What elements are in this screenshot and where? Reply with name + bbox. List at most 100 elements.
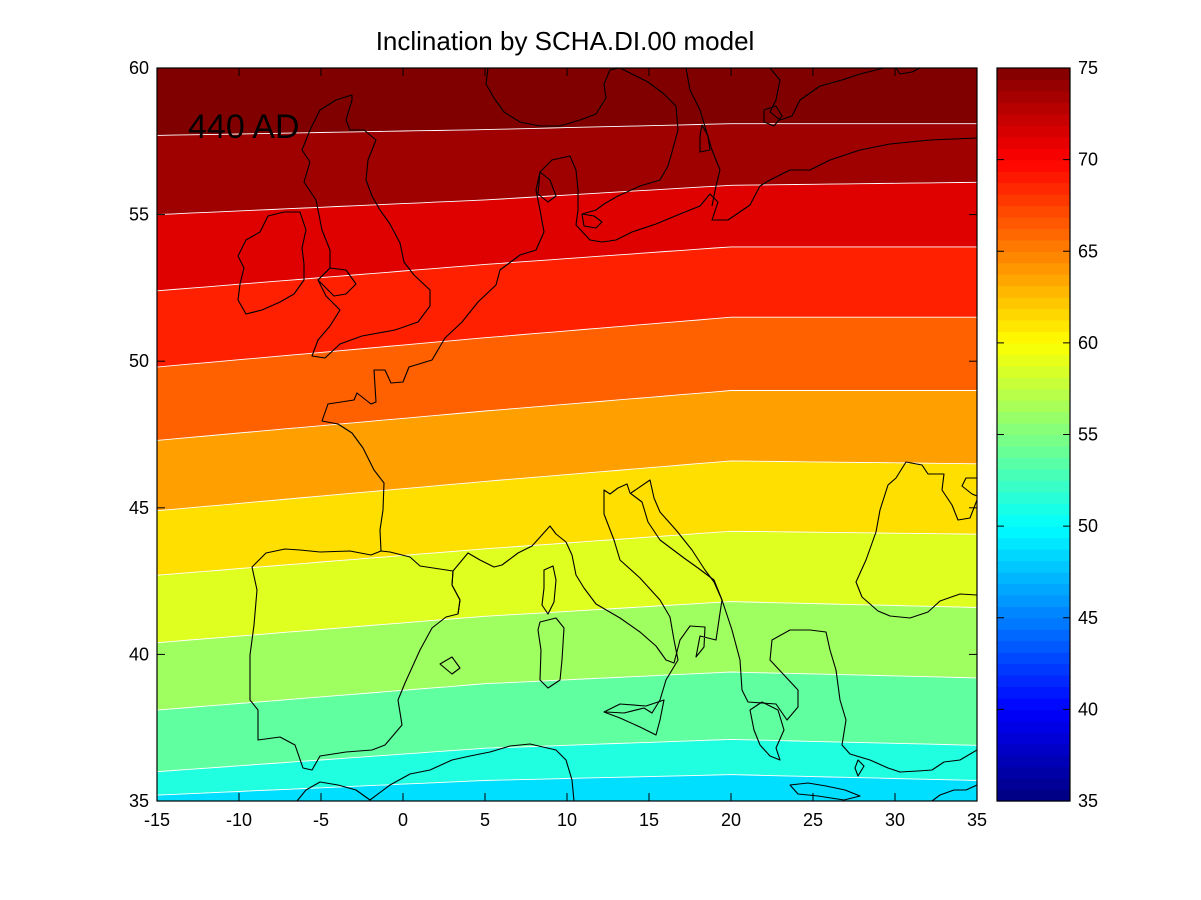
colorbar-band <box>997 159 1070 172</box>
coastline-scandinavia <box>485 68 679 215</box>
colorbar-band <box>997 594 1070 607</box>
coastline-peloponnese <box>749 701 785 761</box>
colorbar-band <box>997 514 1070 527</box>
colorbar-band <box>997 205 1070 218</box>
coastline-north-africa <box>296 743 575 801</box>
colorbar-band <box>997 583 1070 596</box>
colorbar-band <box>997 297 1070 310</box>
colorbar-band <box>997 675 1070 688</box>
coastline-med-north <box>451 525 723 664</box>
contour-line <box>157 671 977 711</box>
y-tick-label: 55 <box>129 205 149 225</box>
x-tick-label: 20 <box>721 810 741 830</box>
contour-line <box>157 123 977 136</box>
colorbar-band <box>997 697 1070 710</box>
colorbar-band <box>997 171 1070 184</box>
colorbar-band <box>997 102 1070 115</box>
colorbar-band <box>997 423 1070 436</box>
colorbar-band <box>997 789 1070 802</box>
coastline-france <box>321 284 497 552</box>
colorbar-band <box>997 663 1070 676</box>
colorbar-band <box>997 228 1070 241</box>
colorbar-band <box>997 125 1070 138</box>
colorbar-band <box>997 537 1070 550</box>
colorbar-band <box>997 411 1070 424</box>
colorbar-tick-label: 55 <box>1078 425 1098 445</box>
contour-line <box>157 390 977 441</box>
colorbar-band <box>997 709 1070 722</box>
coastline-wales <box>317 267 357 297</box>
colorbar-band <box>997 193 1070 207</box>
colorbar-tick-label: 45 <box>1078 608 1098 628</box>
colorbar-band <box>997 560 1070 573</box>
coastline-baltic-north <box>769 68 885 121</box>
x-axis: -15 -10 -5 0 5 10 15 20 25 30 35 <box>144 68 987 830</box>
colorbar-band <box>997 755 1070 768</box>
x-tick-label: 15 <box>639 810 659 830</box>
colorbar-band <box>997 686 1070 699</box>
colorbar-bands <box>997 68 1070 802</box>
colorbar-band <box>997 354 1070 367</box>
y-tick-label: 35 <box>129 791 149 811</box>
colorbar-band <box>997 629 1070 642</box>
colorbar-band <box>997 491 1070 504</box>
colorbar-band <box>997 720 1070 733</box>
coastline-crete <box>789 782 861 801</box>
colorbar-band <box>997 640 1070 653</box>
x-tick-label: 25 <box>803 810 823 830</box>
colorbar-band <box>997 79 1070 92</box>
colorbar-band <box>997 778 1070 791</box>
coastline-ireland <box>237 211 307 315</box>
contour-lines <box>157 123 977 796</box>
colorbar-band <box>997 136 1070 149</box>
coastline-crimea <box>961 477 977 497</box>
colorbar-band <box>997 68 1070 81</box>
coastline-gotland <box>699 124 711 153</box>
contour-line <box>157 601 977 644</box>
inclination-bands <box>157 68 977 801</box>
x-tick-label: -5 <box>313 810 329 830</box>
colorbar-band <box>997 766 1070 779</box>
colorbar-band <box>997 468 1070 481</box>
colorbar-tick-label: 75 <box>1078 58 1098 78</box>
coastline-aegean-island <box>854 759 865 777</box>
y-axis: 35 40 45 50 55 60 <box>129 58 977 811</box>
coastline-baltic-islands <box>763 105 783 127</box>
x-tick-label: 5 <box>480 810 490 830</box>
colorbar-tick-label: 40 <box>1078 699 1098 719</box>
y-tick-label: 40 <box>129 644 149 664</box>
colorbar-band <box>997 457 1070 470</box>
coastlines <box>237 68 977 801</box>
coastline-northern-gulf <box>895 68 921 75</box>
colorbar-band <box>997 262 1070 275</box>
colorbar-band <box>997 526 1070 539</box>
colorbar-band <box>997 732 1070 745</box>
chart-title: Inclination by SCHA.DI.00 model <box>376 26 755 56</box>
colorbar-band <box>997 216 1070 229</box>
colorbar-tick-label: 70 <box>1078 150 1098 170</box>
colorbar-band <box>997 549 1070 562</box>
x-tick-label: 0 <box>398 810 408 830</box>
coastline-north-sea <box>495 137 977 286</box>
coastline-corsica <box>541 565 557 615</box>
colorbar-band <box>997 342 1070 355</box>
contour-line <box>157 774 977 796</box>
coastline-zealand <box>581 213 603 229</box>
colorbar-band <box>997 652 1070 665</box>
colorbar-band <box>997 182 1070 195</box>
contour-line <box>157 738 977 773</box>
colorbar-band <box>997 308 1070 321</box>
epoch-label: 440 AD <box>188 108 300 146</box>
colorbar-tick-label: 60 <box>1078 333 1098 353</box>
colorbar-band <box>997 274 1070 287</box>
coastline-mallorca <box>439 656 461 675</box>
contour-line <box>157 460 977 512</box>
y-tick-label: 45 <box>129 498 149 518</box>
colorbar-tick-label: 50 <box>1078 516 1098 536</box>
colorbar-band <box>997 617 1070 630</box>
contour-line <box>157 316 977 368</box>
colorbar-band <box>997 285 1070 298</box>
colorbar-band <box>997 480 1070 493</box>
colorbar: 35 40 45 50 55 60 65 70 75 <box>996 58 1098 811</box>
contour-line <box>157 246 977 292</box>
